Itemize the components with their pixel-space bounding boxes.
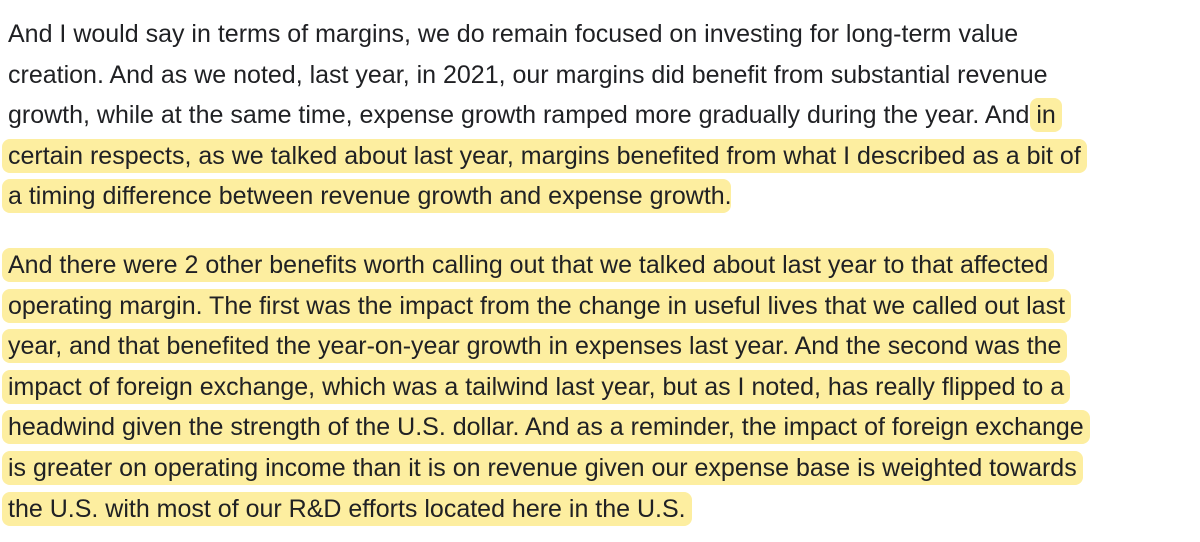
transcript-text: And I would say in terms of margins, we … [2, 14, 1194, 530]
text-line: is greater on operating income than it i… [2, 448, 1194, 489]
text-line: year, and that benefited the year-on-yea… [2, 326, 1194, 367]
highlighted-text: year, and that benefited the year-on-yea… [2, 329, 1068, 364]
text-line: impact of foreign exchange, which was a … [2, 367, 1194, 408]
paragraph-1: And I would say in terms of margins, we … [2, 14, 1194, 217]
plain-text: And I would say in terms of margins, we … [8, 20, 1019, 48]
text-line: operating margin. The first was the impa… [2, 286, 1194, 327]
text-line: a timing difference between revenue grow… [2, 176, 1194, 217]
highlighted-text: And there were 2 other benefits worth ca… [2, 247, 1055, 282]
text-line: certain respects, as we talked about las… [2, 136, 1194, 177]
paragraph-2: And there were 2 other benefits worth ca… [2, 245, 1194, 530]
highlighted-text: certain respects, as we talked about las… [2, 138, 1087, 173]
highlighted-text: operating margin. The first was the impa… [2, 288, 1072, 323]
plain-text: growth, while at the same time, expense … [8, 101, 1037, 130]
highlighted-text: the U.S. with most of our R&D efforts lo… [2, 491, 692, 526]
plain-text: . [724, 182, 732, 211]
text-line: And I would say in terms of margins, we … [8, 14, 1194, 55]
highlighted-text: is greater on operating income than it i… [2, 450, 1083, 485]
text-line: headwind given the strength of the U.S. … [2, 407, 1194, 448]
text-line: And there were 2 other benefits worth ca… [2, 245, 1194, 286]
highlighted-text: impact of foreign exchange, which was a … [2, 369, 1071, 404]
paragraph-spacer [8, 217, 1194, 245]
plain-text: creation. And as we noted, last year, in… [8, 60, 1048, 89]
highlighted-text: headwind given the strength of the U.S. … [2, 410, 1090, 445]
highlighted-text: in [1030, 98, 1062, 133]
text-line: growth, while at the same time, expense … [8, 95, 1194, 136]
text-line: the U.S. with most of our R&D efforts lo… [2, 489, 1194, 530]
highlighted-text: a timing difference between revenue grow… [2, 179, 731, 214]
text-line: creation. And as we noted, last year, in… [8, 55, 1194, 96]
